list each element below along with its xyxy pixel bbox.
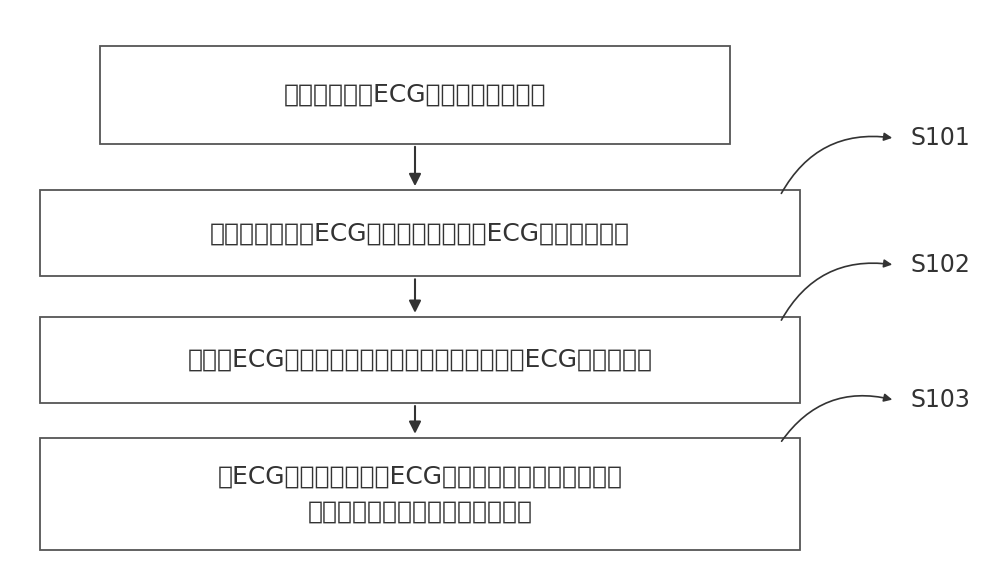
Text: S101: S101 bbox=[910, 126, 970, 150]
FancyBboxPatch shape bbox=[40, 317, 800, 403]
Text: 基于一个导联的ECG信号截取获得若干ECG信号识别单元: 基于一个导联的ECG信号截取获得若干ECG信号识别单元 bbox=[210, 221, 630, 245]
FancyBboxPatch shape bbox=[40, 190, 800, 276]
Text: 对采集的导联ECG信号进行滤波处理: 对采集的导联ECG信号进行滤波处理 bbox=[284, 83, 546, 107]
FancyBboxPatch shape bbox=[40, 438, 800, 550]
Text: 将ECG多尺度空间中的ECG多尺度空间信号通过预设的
卷积神经网络进行多尺度特征提取: 将ECG多尺度空间中的ECG多尺度空间信号通过预设的 卷积神经网络进行多尺度特征… bbox=[218, 464, 622, 524]
FancyBboxPatch shape bbox=[100, 46, 730, 144]
Text: 将若干ECG信号识别单元进行多尺度分解，构建ECG多尺度空间: 将若干ECG信号识别单元进行多尺度分解，构建ECG多尺度空间 bbox=[188, 348, 652, 372]
Text: S102: S102 bbox=[910, 253, 970, 277]
Text: S103: S103 bbox=[910, 388, 970, 412]
